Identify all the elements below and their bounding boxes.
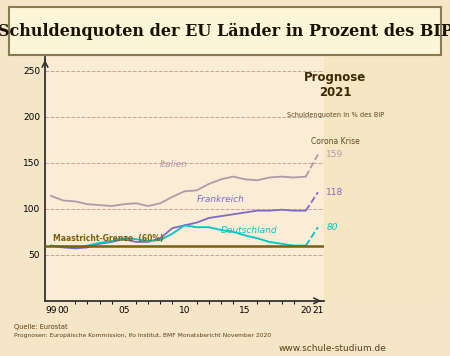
Text: Maastricht-Grenze  (60%): Maastricht-Grenze (60%) xyxy=(54,234,164,243)
Text: 118: 118 xyxy=(326,188,344,197)
Text: Frankreich: Frankreich xyxy=(197,195,244,204)
Text: Prognose
2021: Prognose 2021 xyxy=(304,71,366,99)
Text: Prognosen: Europäische Kommission, Ifo Institut, BMF Monatsbericht November 2020: Prognosen: Europäische Kommission, Ifo I… xyxy=(14,333,270,338)
Text: Schuldenquoten der EU Länder in Prozent des BIP: Schuldenquoten der EU Länder in Prozent … xyxy=(0,22,450,40)
Text: Deutschland: Deutschland xyxy=(221,226,278,235)
Text: Quelle: Eurostat: Quelle: Eurostat xyxy=(14,324,67,330)
Text: Schuldenquoten in % des BIP: Schuldenquoten in % des BIP xyxy=(287,112,384,118)
Text: www.schule-studium.de: www.schule-studium.de xyxy=(279,344,387,352)
Text: 80: 80 xyxy=(326,223,338,232)
Text: Corona Krise: Corona Krise xyxy=(311,137,360,146)
Text: 159: 159 xyxy=(326,150,344,159)
Text: Italien: Italien xyxy=(160,160,188,169)
